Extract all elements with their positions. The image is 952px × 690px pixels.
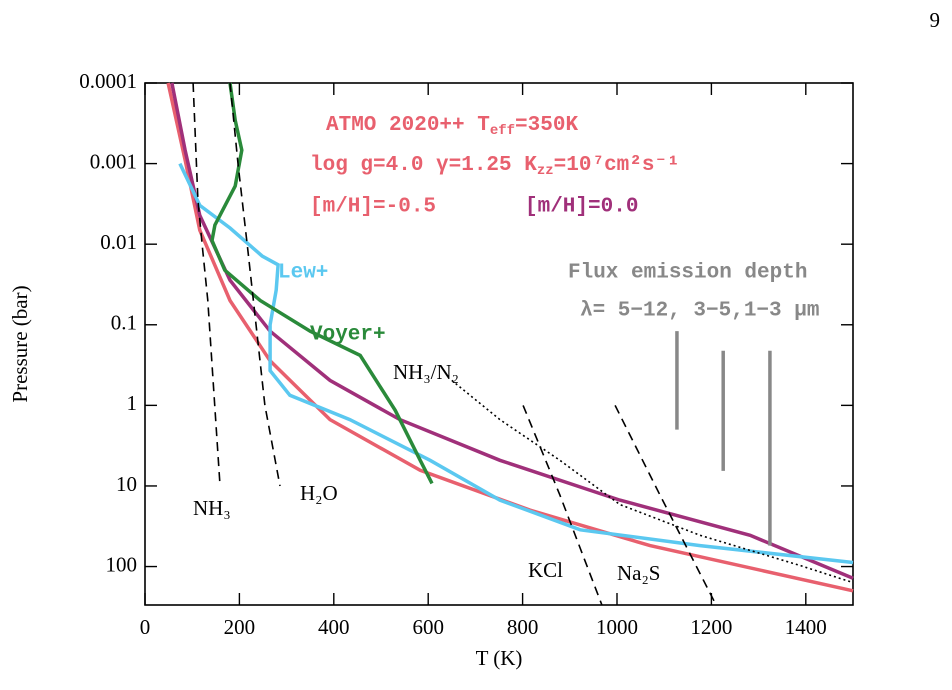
annotation-part: log g=4.0 γ=1.25 K	[310, 154, 537, 177]
annotation-part: ATMO 2020++ T	[326, 114, 490, 137]
annotation-sub: zz	[537, 163, 554, 179]
y-tick-label: 0.0001	[79, 69, 137, 93]
y-tick-label: 0.01	[100, 230, 137, 254]
series-label: Lew+	[278, 262, 328, 285]
profile-line	[192, 82, 221, 486]
series-label: NH₃	[193, 496, 231, 520]
y-tick-label: 10	[116, 472, 137, 496]
annotation-sub: eff	[490, 123, 515, 139]
y-tick-label: 0.001	[90, 149, 137, 173]
annotation: ATMO 2020++ Teff=350K	[326, 114, 578, 139]
x-tick-label: 600	[412, 615, 444, 639]
flux-title: Flux emission depth	[568, 262, 807, 285]
series-label: NH₃/N₂	[393, 360, 459, 384]
x-tick-label: 1000	[596, 615, 638, 639]
profile-line	[166, 82, 854, 593]
profile-line	[178, 162, 854, 565]
series-label: KCl	[528, 558, 563, 582]
plot-frame	[144, 82, 854, 606]
series-label: [m/H]=0.0	[525, 196, 638, 219]
x-tick-label: 1200	[690, 615, 732, 639]
series-label: [m/H]=-0.5	[310, 196, 436, 219]
profile-line	[522, 405, 603, 606]
y-axis-label: Pressure (bar)	[8, 285, 32, 402]
y-tick-label: 1	[127, 391, 138, 415]
series-label: Voyer+	[310, 324, 386, 347]
flux-label: λ= 5−12, 3−5,1−3 μm	[580, 300, 819, 323]
annotation-part: =350K	[515, 114, 578, 137]
profile-line	[229, 82, 281, 487]
x-axis-label: T (K)	[476, 646, 523, 670]
series-label: H₂O	[300, 481, 338, 505]
page-number: 9	[930, 8, 941, 32]
y-tick-label: 0.1	[111, 311, 137, 335]
x-tick-label: 400	[318, 615, 350, 639]
annotation: log g=4.0 γ=1.25 Kzz=10⁷cm²s⁻¹	[310, 154, 680, 179]
series-label: Na₂S	[617, 561, 661, 585]
profile-line	[614, 405, 717, 606]
x-tick-label: 0	[140, 615, 151, 639]
annotation-part: =10⁷cm²s⁻¹	[554, 154, 680, 177]
profile-line	[210, 82, 434, 485]
x-tick-label: 800	[507, 615, 539, 639]
x-tick-label: 200	[224, 615, 256, 639]
x-tick-label: 1400	[785, 615, 827, 639]
y-tick-label: 100	[106, 552, 138, 576]
